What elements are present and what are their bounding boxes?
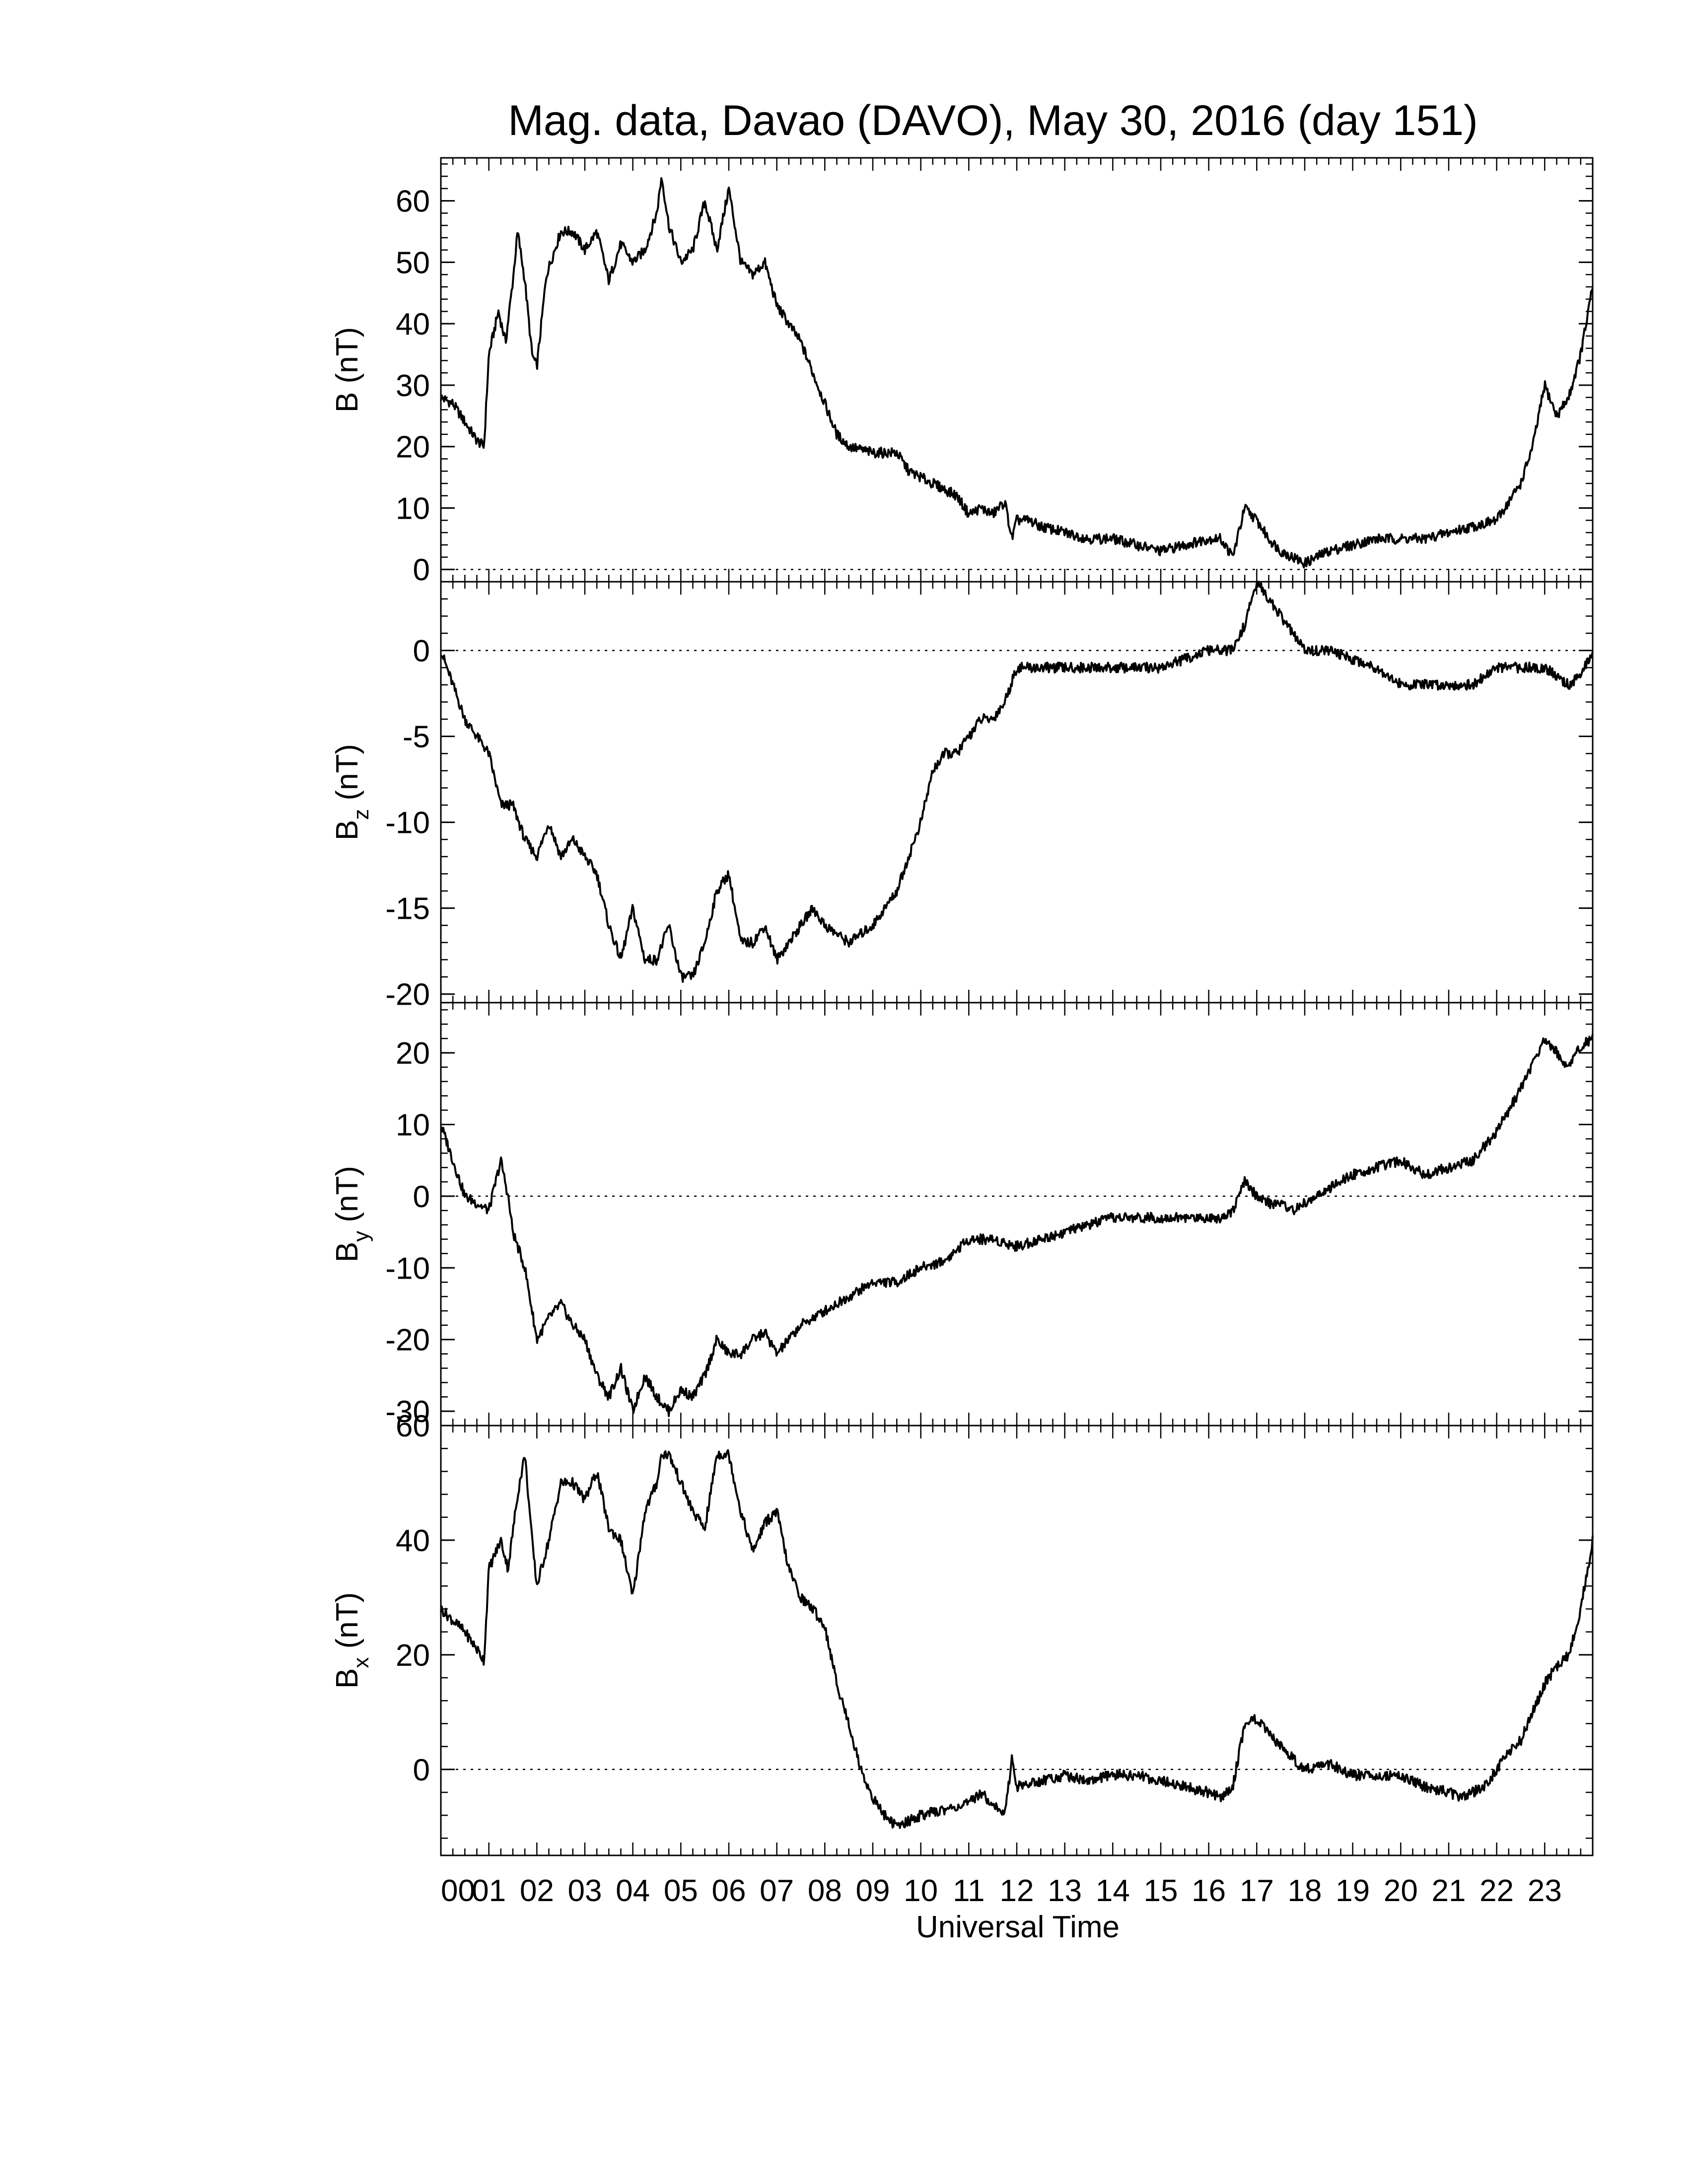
y-tick-label: -5 — [403, 720, 430, 754]
y-tick-label: 0 — [413, 553, 430, 587]
x-tick-label: 18 — [1288, 1874, 1322, 1908]
x-tick-label: 08 — [808, 1874, 842, 1908]
x-tick-label: 06 — [712, 1874, 746, 1908]
panel-Bx: 0 20 40 60 Bx (nT) — [330, 1409, 1594, 1856]
y-axis-label: By (nT) — [330, 1166, 373, 1262]
x-tick-label: 10 — [904, 1874, 938, 1908]
x-tick-label: 07 — [760, 1874, 794, 1908]
y-tick-label: 60 — [396, 1409, 430, 1443]
x-tick-label: 15 — [1144, 1874, 1178, 1908]
x-tick-label: 16 — [1192, 1874, 1226, 1908]
x-tick-label: 14 — [1096, 1874, 1130, 1908]
y-tick-label: 60 — [396, 185, 430, 219]
x-tick-label: 21 — [1432, 1874, 1466, 1908]
x-tick-label: 00 — [441, 1874, 475, 1908]
x-tick-label: 05 — [664, 1874, 698, 1908]
y-tick-label: 10 — [396, 1108, 430, 1142]
x-tick-label: 04 — [616, 1874, 650, 1908]
y-tick-label: 0 — [413, 634, 430, 668]
x-tick-label: 01 — [472, 1874, 506, 1908]
y-axis-label: Bx (nT) — [330, 1592, 373, 1689]
y-tick-label: 20 — [396, 1036, 430, 1071]
panels: 0 10 20 30 40 50 60 B (nT) -20 -15 -10 -5 0 Bz (nT) -3… — [330, 157, 1594, 1856]
y-tick-label: -10 — [385, 806, 430, 840]
y-tick-label: 20 — [396, 1638, 430, 1673]
y-tick-label: 0 — [413, 1180, 430, 1214]
y-tick-label: -20 — [385, 978, 430, 1012]
x-tick-label: 11 — [953, 1874, 985, 1908]
y-tick-label: -30 — [385, 1395, 430, 1429]
x-tick-label: 03 — [568, 1874, 602, 1908]
y-tick-label: 40 — [396, 307, 430, 341]
panel-Bz: -20 -15 -10 -5 0 Bz (nT) — [330, 581, 1594, 1012]
x-tick-label: 20 — [1384, 1874, 1418, 1908]
series-line-Bz — [440, 581, 1594, 983]
x-tick-label: 17 — [1240, 1874, 1274, 1908]
y-tick-label: -20 — [385, 1323, 430, 1358]
y-tick-label: 0 — [413, 1753, 430, 1787]
series-line-B — [440, 177, 1594, 569]
y-tick-label: 30 — [396, 369, 430, 403]
x-tick-label: 23 — [1528, 1874, 1562, 1908]
series-line-Bx — [440, 1449, 1594, 1829]
x-axis-label: Universal Time — [916, 1910, 1120, 1944]
x-tick-label: 12 — [1000, 1874, 1034, 1908]
chart-title: Mag. data, Davao (DAVO), May 30, 2016 (d… — [508, 97, 1477, 144]
x-tick-label: 22 — [1479, 1874, 1514, 1908]
panel-frame-By — [440, 1002, 1594, 1427]
x-tick-label: 19 — [1336, 1874, 1370, 1908]
panel-By: -30 -20 -10 0 10 20 By (nT) — [330, 1002, 1594, 1429]
y-tick-label: -15 — [385, 892, 430, 926]
panel-B: 0 10 20 30 40 50 60 B (nT) — [330, 157, 1594, 587]
y-axis-label: B (nT) — [330, 327, 364, 412]
y-tick-label: 10 — [396, 491, 430, 526]
y-tick-label: 20 — [396, 430, 430, 465]
y-tick-label: 50 — [396, 246, 430, 280]
x-tick-label: 13 — [1048, 1874, 1082, 1908]
x-tick-label: 09 — [856, 1874, 890, 1908]
y-tick-label: 40 — [396, 1524, 430, 1558]
series-line-By — [440, 1034, 1594, 1417]
y-tick-label: -10 — [385, 1251, 430, 1286]
x-tick-label: 02 — [520, 1874, 554, 1908]
y-axis-label: Bz (nT) — [330, 744, 373, 840]
